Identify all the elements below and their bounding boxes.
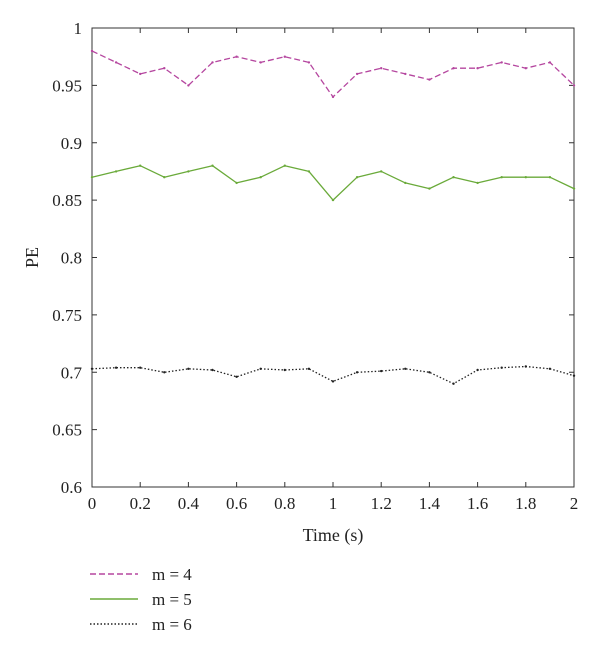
series-point [211,61,214,64]
series-point [572,187,576,190]
series-point [139,72,142,76]
x-tick-label: 1.2 [371,494,392,513]
series-point [355,371,359,374]
series-point [235,375,238,378]
series-point [428,187,431,190]
series-point [355,72,359,76]
series-point [259,61,262,64]
series-point [452,67,455,70]
series-point [90,49,94,53]
series-point [90,367,94,370]
x-tick-label: 1 [329,494,338,513]
y-tick-label: 0.7 [61,363,83,382]
series-point [163,67,166,70]
series-point [476,181,479,185]
series-point [283,55,286,58]
series-point [380,67,383,70]
y-tick-label: 0.75 [52,306,82,325]
x-tick-label: 1.8 [515,494,536,513]
series-point [572,84,576,87]
series-point [380,369,383,373]
series-point [500,176,503,179]
legend-label: m = 6 [152,615,192,634]
x-tick-label: 0.6 [226,494,247,513]
series-point [548,61,552,64]
x-tick-label: 1.6 [467,494,488,513]
series-point [187,170,190,173]
tick-layer: 0 0.2 0.4 0.6 0.8 1 1.2 1.4 1.6 1.8 2 0.6 0.65 0.7 0.7… [52,19,578,513]
series-point [283,164,286,167]
series-point [331,198,335,202]
series-point [500,366,503,369]
y-tick-label: 0.8 [61,249,82,268]
series-point [163,371,166,374]
x-tick-label: 0.8 [274,494,295,513]
series-point [307,170,311,173]
series-layer [90,49,576,385]
y-axis-label: PE [22,247,42,268]
series-point [500,61,503,64]
y-tick-label: 0.65 [52,421,82,440]
x-tick-label: 0 [88,494,97,513]
series-point [139,164,142,167]
y-tick-label: 1 [74,19,83,38]
series-point [476,368,479,372]
series-point [235,181,238,185]
series-point [307,61,311,64]
series-point [211,368,214,372]
series-point [380,170,383,173]
series-point [259,176,262,179]
series-point [524,67,527,70]
series-point [452,382,455,385]
series-point [187,84,190,87]
series-line-3 [91,365,575,385]
series-point [428,78,431,81]
series-point [114,61,118,64]
series-point [428,371,431,374]
legend-label: m = 4 [152,565,192,584]
y-tick-label: 0.85 [52,191,82,210]
series-point [572,374,576,377]
series-point [452,176,455,179]
x-tick-label: 1.4 [419,494,441,513]
series-point [211,164,214,167]
x-tick-label: 0.2 [130,494,151,513]
series-point [187,367,190,370]
series-point [355,176,359,179]
x-tick-label: 0.4 [178,494,200,513]
series-point [331,95,335,99]
series-point [114,366,118,369]
series-point [404,181,407,185]
y-tick-label: 0.95 [52,76,82,95]
series-point [404,72,407,76]
series-point [90,176,94,179]
x-tick-label: 2 [570,494,579,513]
legend-label: m = 5 [152,590,192,609]
series-point [259,367,262,370]
series-point [524,176,527,179]
series-point [283,368,286,372]
series-point [331,380,335,383]
series-point [404,367,407,370]
series-point [163,176,166,179]
series-line-1 [91,50,575,98]
series-point [524,365,527,368]
series-point [139,366,142,369]
y-tick-label: 0.6 [61,478,82,497]
series-point [476,67,479,70]
series-point [307,367,311,370]
series-point [548,176,552,179]
series-point [235,55,238,58]
series-line-2 [91,165,575,201]
x-axis-label: Time (s) [303,525,364,546]
legend: m = 4 m = 5 m = 6 [90,565,192,634]
series-point [114,170,118,173]
y-tick-label: 0.9 [61,134,82,153]
series-point [548,367,552,370]
